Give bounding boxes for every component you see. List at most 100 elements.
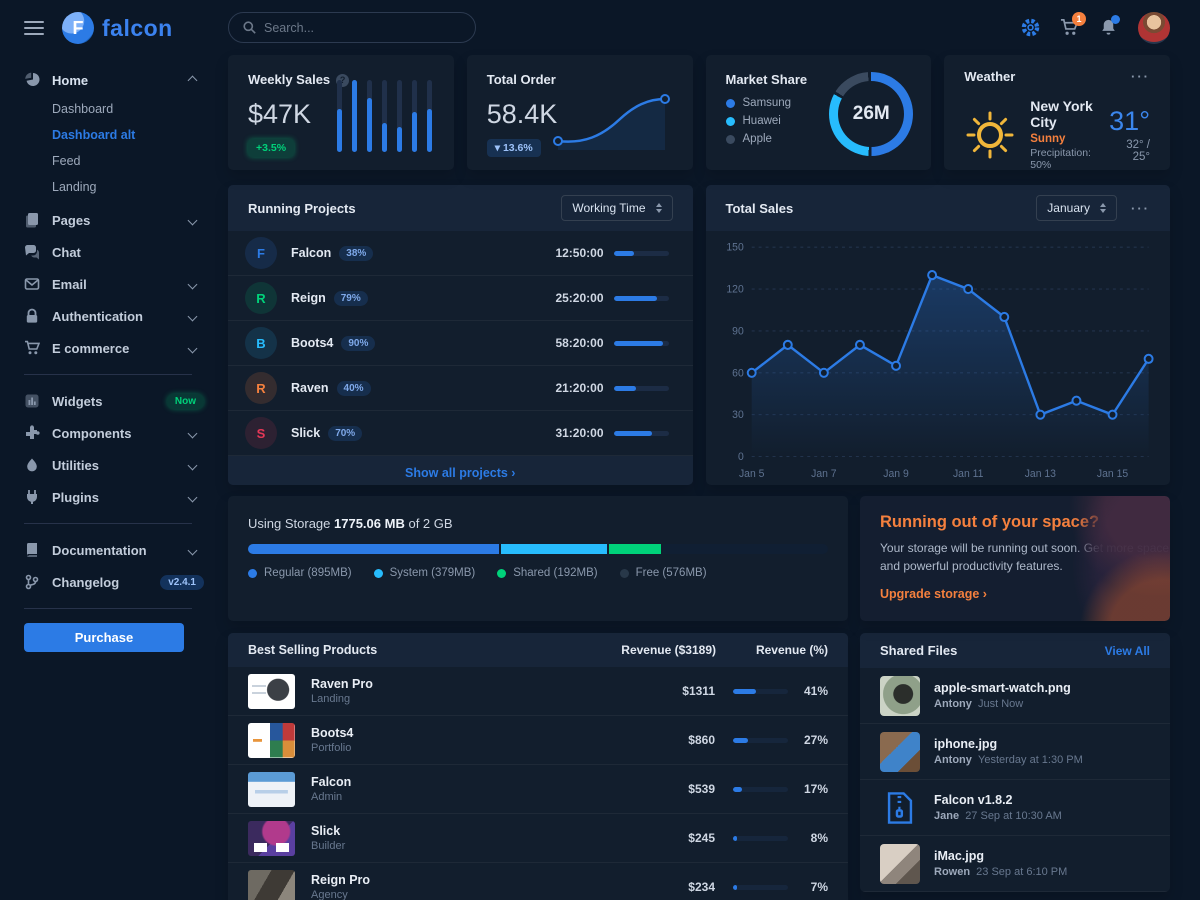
- sidebar-item-components[interactable]: Components: [24, 417, 216, 449]
- product-percent: 41%: [803, 684, 828, 698]
- sidebar-item-pages[interactable]: Pages: [24, 204, 216, 236]
- file-row-imac-jpg: iMac.jpg Rowen 23 Sep at 6:10 PM: [860, 836, 1170, 892]
- legend-dot: [619, 568, 629, 578]
- sidebar-nav: Home Dashboard Dashboard alt Feed Landing Pag…: [24, 64, 216, 609]
- sidebar-item-chat[interactable]: Chat: [24, 236, 216, 268]
- project-name-link[interactable]: Slick: [291, 426, 321, 440]
- weekly-sales-bar: [336, 80, 342, 152]
- sidebar-item-label: Documentation: [52, 542, 147, 558]
- file-name-link[interactable]: apple-smart-watch.png: [934, 681, 1071, 695]
- settings-gear-icon[interactable]: [1021, 18, 1040, 37]
- best-selling-card: Best Selling Products Revenue ($3189) Re…: [228, 633, 848, 900]
- file-name-link[interactable]: Falcon v1.8.2: [934, 793, 1013, 807]
- svg-text:150: 150: [726, 242, 744, 254]
- project-name-link[interactable]: Falcon: [291, 246, 332, 260]
- search-input[interactable]: [264, 20, 434, 35]
- cart-icon[interactable]: 1: [1060, 12, 1086, 37]
- product-row-boots4: Boots4 Portfolio $860 27%: [228, 716, 848, 765]
- file-name-link[interactable]: iphone.jpg: [934, 737, 998, 751]
- product-name-link[interactable]: Slick: [311, 824, 341, 838]
- bottom-row: Best Selling Products Revenue ($3189) Re…: [228, 633, 1170, 900]
- product-name-link[interactable]: Reign Pro: [311, 873, 371, 887]
- sidebar-item-feed[interactable]: Feed: [52, 154, 81, 168]
- product-name-link[interactable]: Raven Pro: [311, 677, 373, 691]
- sidebar-item-email[interactable]: Email: [24, 268, 216, 300]
- running-projects-footer: Show all projects ›: [228, 456, 693, 485]
- chevron-down-icon: [187, 545, 198, 555]
- svg-text:0: 0: [737, 451, 743, 463]
- product-percent: 8%: [810, 831, 828, 845]
- total-sales-line-chart: 0 30 60 90 120 150 Jan 5 Jan 7 Jan 9 Jan 11 Jan 13…: [726, 242, 1154, 480]
- chevron-down-icon: [187, 343, 198, 353]
- project-name-link[interactable]: Raven: [291, 381, 329, 395]
- project-avatar: R: [245, 372, 277, 404]
- purchase-button[interactable]: Purchase: [24, 623, 184, 652]
- market-share-donut-chart: 26M: [829, 72, 914, 156]
- total-order-spark-chart: [552, 94, 670, 150]
- total-sales-title: Total Sales: [725, 200, 794, 216]
- weekly-sales-title: Weekly Sales: [248, 72, 331, 87]
- project-avatar: S: [245, 417, 277, 449]
- weather-menu-icon[interactable]: ···: [1131, 69, 1150, 84]
- project-name-link[interactable]: Boots4: [291, 336, 334, 350]
- select-arrows-icon: [655, 203, 662, 213]
- month-select[interactable]: January: [1036, 195, 1117, 221]
- sidebar-item-documentation[interactable]: Documentation: [24, 534, 216, 566]
- sidebar-item-label: Authentication: [52, 308, 143, 324]
- brand-row: F falcon: [24, 0, 216, 56]
- product-revenue: $234: [688, 880, 715, 894]
- sidebar-item-label: Plugins: [52, 489, 99, 505]
- falcon-logo-icon: F: [62, 12, 94, 44]
- sidebar-item-changelog[interactable]: Changelog v2.4.1: [24, 566, 216, 598]
- market-share-total: 26M: [838, 81, 905, 147]
- storage-legend-shared: Shared (192MB): [497, 567, 598, 579]
- market-share-card: Market Share Samsung Huawei Apple 26M: [705, 55, 932, 170]
- project-name-link[interactable]: Reign: [291, 291, 326, 305]
- total-order-card: Total Order 58.4K ▾ 13.6%: [466, 55, 693, 170]
- project-percent-badge: 90%: [341, 335, 376, 351]
- falcon-logo[interactable]: F falcon: [62, 12, 173, 44]
- market-share-title: Market Share: [725, 72, 808, 87]
- storage-row: Using Storage 1775.06 MB of 2 GB Regular…: [228, 496, 1170, 621]
- file-name-link[interactable]: iMac.jpg: [934, 849, 985, 863]
- sidebar-item-landing[interactable]: Landing: [52, 180, 97, 194]
- total-order-title: Total Order: [486, 72, 556, 87]
- view-all-link[interactable]: View All: [1104, 643, 1150, 658]
- working-time-select[interactable]: Working Time: [561, 195, 673, 221]
- sidebar-item-widgets[interactable]: Widgets Now: [24, 385, 216, 417]
- product-name-link[interactable]: Boots4: [311, 726, 354, 740]
- svg-text:Jan 15: Jan 15: [1096, 468, 1127, 480]
- product-revenue: $1311: [682, 684, 715, 698]
- best-selling-title: Best Selling Products: [248, 643, 378, 657]
- product-name-link[interactable]: Falcon: [311, 775, 352, 789]
- total-sales-menu-icon[interactable]: ···: [1131, 200, 1150, 216]
- sidebar-item-home[interactable]: Home: [24, 64, 216, 96]
- product-category: Landing: [311, 693, 351, 705]
- menu-toggle-button[interactable]: [24, 17, 44, 39]
- user-avatar[interactable]: [1138, 11, 1170, 44]
- sidebar-item-e-commerce[interactable]: E commerce: [24, 332, 216, 364]
- sidebar-item-dashboard[interactable]: Dashboard: [52, 102, 114, 116]
- product-progress-bar: [733, 737, 788, 743]
- project-progress-bar: [613, 430, 669, 436]
- total-sales-chart: 0 30 60 90 120 150 Jan 5 Jan 7 Jan 9 Jan 11 Jan 13…: [706, 231, 1171, 485]
- sidebar-item-dashboard-alt[interactable]: Dashboard alt: [52, 128, 136, 142]
- sidebar-item-utilities[interactable]: Utilities: [24, 449, 216, 481]
- notifications-bell-icon[interactable]: [1099, 15, 1120, 37]
- legend-item-apple: Apple: [725, 133, 912, 145]
- project-row-falcon: F Falcon 38% 12:50:00: [228, 231, 693, 276]
- file-thumbnail: [880, 788, 920, 828]
- project-row-raven: R Raven 40% 21:20:00: [228, 366, 693, 411]
- sidebar-item-label: Components: [52, 425, 132, 441]
- sidebar-item-authentication[interactable]: Authentication: [24, 300, 216, 332]
- product-row-slick: Slick Builder $245 8%: [228, 814, 848, 863]
- upgrade-storage-link[interactable]: Upgrade storage ›: [880, 587, 987, 601]
- chevron-up-icon: [187, 75, 198, 85]
- weekly-sales-bar: [351, 80, 357, 152]
- search-box[interactable]: [228, 12, 476, 43]
- show-all-projects-link[interactable]: Show all projects ›: [405, 466, 516, 480]
- weekly-sales-bar: [381, 80, 387, 152]
- svg-text:Jan 11: Jan 11: [952, 468, 983, 480]
- product-progress-bar: [733, 688, 788, 694]
- sidebar-item-plugins[interactable]: Plugins: [24, 481, 216, 513]
